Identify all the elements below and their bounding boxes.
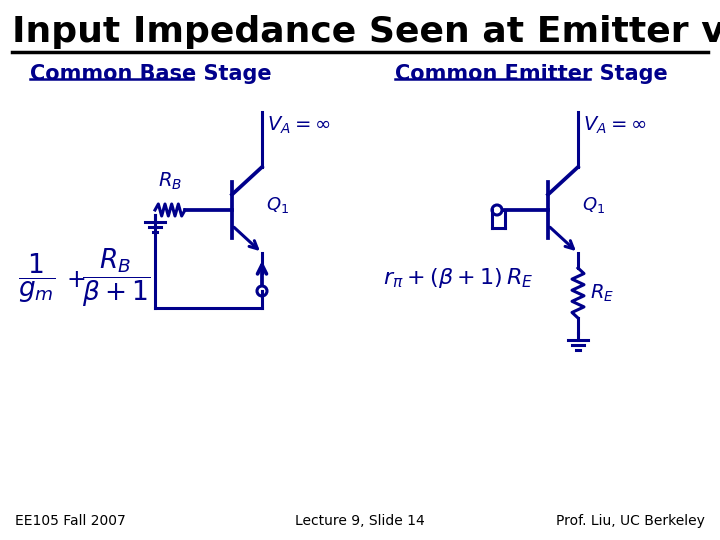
Text: $R_E$: $R_E$ <box>590 282 614 303</box>
Text: $V_A = \infty$: $V_A = \infty$ <box>267 114 330 136</box>
Text: $Q_1$: $Q_1$ <box>582 195 605 215</box>
Text: $V_A = \infty$: $V_A = \infty$ <box>583 114 647 136</box>
Text: Prof. Liu, UC Berkeley: Prof. Liu, UC Berkeley <box>556 514 705 528</box>
Text: $+$: $+$ <box>66 268 85 292</box>
Text: EE105 Fall 2007: EE105 Fall 2007 <box>15 514 126 528</box>
Text: Common Base Stage: Common Base Stage <box>30 64 271 84</box>
Text: $r_\pi + (\beta + 1)\,R_E$: $r_\pi + (\beta + 1)\,R_E$ <box>383 266 534 290</box>
Text: Lecture 9, Slide 14: Lecture 9, Slide 14 <box>295 514 425 528</box>
Text: $R_B$: $R_B$ <box>158 171 182 192</box>
Text: $\dfrac{1}{g_m}$: $\dfrac{1}{g_m}$ <box>18 252 55 305</box>
Text: Common Emitter Stage: Common Emitter Stage <box>395 64 667 84</box>
Text: Input Impedance Seen at Emitter vs. Base: Input Impedance Seen at Emitter vs. Base <box>12 15 720 49</box>
Text: $\dfrac{R_B}{\beta + 1}$: $\dfrac{R_B}{\beta + 1}$ <box>82 247 150 309</box>
Text: $Q_1$: $Q_1$ <box>266 195 289 215</box>
